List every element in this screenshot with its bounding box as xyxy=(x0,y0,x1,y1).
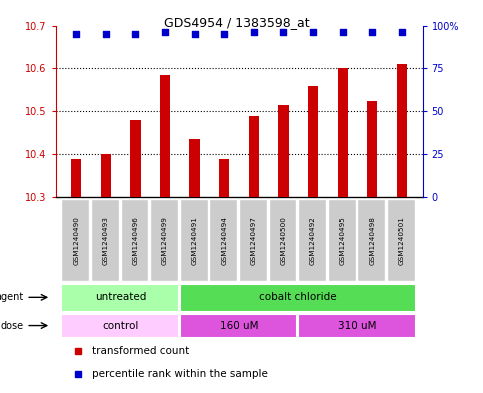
Text: agent: agent xyxy=(0,292,23,302)
Text: GSM1240490: GSM1240490 xyxy=(73,216,79,264)
Bar xyxy=(239,199,267,281)
Point xyxy=(250,29,258,35)
Text: 160 uM: 160 uM xyxy=(220,321,258,331)
Point xyxy=(280,29,287,35)
Bar xyxy=(210,199,237,281)
Point xyxy=(131,31,139,37)
Text: GSM1240496: GSM1240496 xyxy=(132,216,139,264)
Point xyxy=(161,29,169,35)
Text: GSM1240494: GSM1240494 xyxy=(221,216,227,264)
Text: GSM1240492: GSM1240492 xyxy=(310,216,316,264)
Point xyxy=(398,29,406,35)
Text: percentile rank within the sample: percentile rank within the sample xyxy=(92,369,268,379)
Bar xyxy=(61,285,179,312)
Bar xyxy=(180,314,297,338)
Bar xyxy=(298,314,415,338)
Point xyxy=(191,31,199,37)
Bar xyxy=(269,199,297,281)
Bar xyxy=(367,101,378,197)
Text: GSM1240501: GSM1240501 xyxy=(399,216,405,264)
Bar xyxy=(71,159,82,197)
Text: dose: dose xyxy=(0,321,23,331)
Bar xyxy=(91,199,119,281)
Point xyxy=(102,31,110,37)
Text: GSM1240499: GSM1240499 xyxy=(162,216,168,264)
Bar xyxy=(328,199,355,281)
Text: cobalt chloride: cobalt chloride xyxy=(259,292,337,302)
Text: GSM1240500: GSM1240500 xyxy=(281,216,286,264)
Point xyxy=(309,29,317,35)
Text: GSM1240497: GSM1240497 xyxy=(251,216,257,264)
Text: 310 uM: 310 uM xyxy=(338,321,377,331)
Bar xyxy=(180,285,415,312)
Text: GSM1240498: GSM1240498 xyxy=(369,216,375,264)
Bar xyxy=(338,68,348,197)
Bar xyxy=(387,199,415,281)
Text: GSM1240493: GSM1240493 xyxy=(103,216,109,264)
Bar xyxy=(150,199,178,281)
Text: transformed count: transformed count xyxy=(92,346,189,356)
Bar xyxy=(180,199,208,281)
Bar xyxy=(121,199,148,281)
Bar xyxy=(189,140,200,197)
Text: GSM1240491: GSM1240491 xyxy=(192,216,198,264)
Bar xyxy=(308,86,318,197)
Bar xyxy=(357,199,385,281)
Bar xyxy=(278,105,289,197)
Bar xyxy=(130,120,141,197)
Bar xyxy=(298,199,326,281)
Text: GDS4954 / 1383598_at: GDS4954 / 1383598_at xyxy=(164,17,310,29)
Bar xyxy=(100,154,111,197)
Text: untreated: untreated xyxy=(95,292,146,302)
Point xyxy=(369,29,376,35)
Bar xyxy=(61,199,89,281)
Text: control: control xyxy=(102,321,139,331)
Bar xyxy=(160,75,170,197)
Bar xyxy=(219,159,229,197)
Point xyxy=(220,31,228,37)
Text: GSM1240495: GSM1240495 xyxy=(340,216,346,264)
Point xyxy=(72,31,80,37)
Bar xyxy=(61,314,179,338)
Bar xyxy=(249,116,259,197)
Bar xyxy=(397,64,407,197)
Point xyxy=(339,29,347,35)
